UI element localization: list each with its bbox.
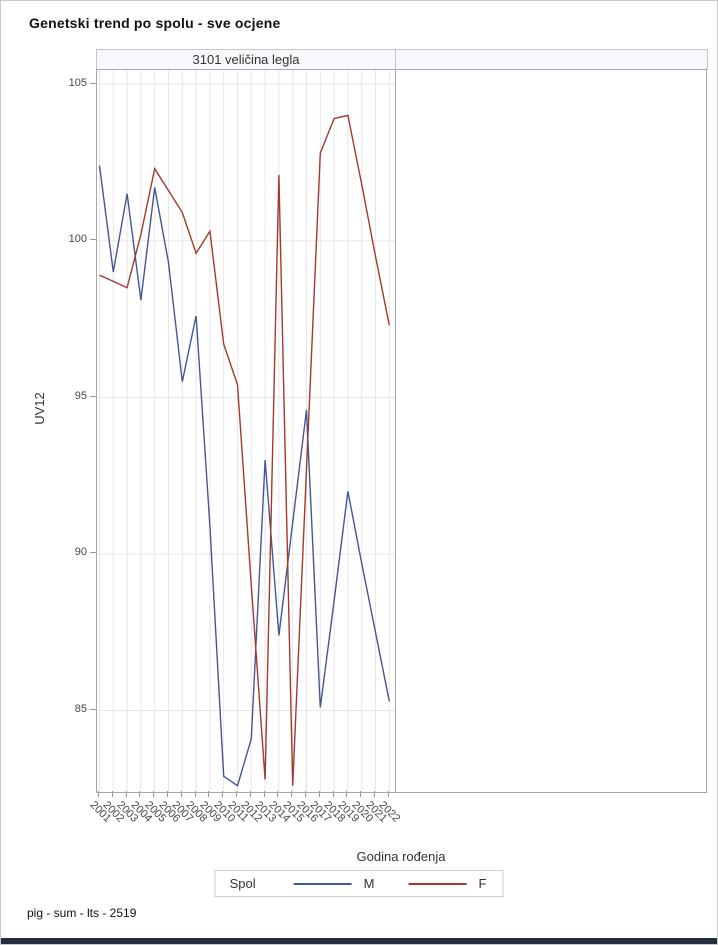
y-tick-label: 85 (74, 703, 87, 716)
x-tick-mark (167, 791, 168, 797)
y-tick-label: 100 (68, 233, 87, 246)
m-line-swatch (293, 882, 352, 885)
empty-panel-cell (395, 69, 707, 793)
panel-header-label: 3101 veličina legla (192, 52, 300, 67)
x-tick-mark (194, 791, 196, 797)
x-tick-mark (360, 791, 362, 797)
x-tick-mark (222, 791, 224, 797)
x-tick-mark (139, 791, 141, 797)
y-tick-mark (90, 552, 96, 554)
x-tick-mark (153, 791, 155, 797)
legend-label-m: M (363, 876, 375, 891)
plot-area (96, 69, 396, 793)
x-tick-mark (318, 791, 320, 797)
x-tick-mark (208, 791, 210, 797)
x-tick-mark (277, 791, 279, 797)
chart-title: Genetski trend po spolu - sve ocjene (29, 15, 281, 31)
x-tick-mark (111, 791, 113, 797)
y-tick-label: 95 (74, 389, 87, 402)
y-tick-mark (90, 239, 96, 241)
legend-title: Spol (229, 876, 256, 891)
y-tick-mark (90, 395, 96, 397)
x-tick-mark (387, 791, 389, 797)
panel-header-empty-cell (395, 49, 708, 70)
panel-header-cell: 3101 veličina legla (96, 49, 396, 70)
x-tick-mark (332, 791, 334, 797)
window-bottom-edge (1, 938, 717, 944)
x-tick-mark (180, 791, 182, 797)
series-line-f (99, 114, 390, 786)
legend-label-f: F (478, 876, 487, 891)
series-line-m (98, 165, 390, 787)
x-axis-title: Godina rođenja (356, 849, 446, 864)
x-tick-mark (346, 791, 348, 797)
legend-entry-f: F (408, 876, 486, 891)
y-tick-mark (90, 82, 96, 84)
x-tick-mark (249, 791, 251, 797)
legend-entry-m: M (293, 876, 375, 891)
x-tick-mark (125, 791, 127, 797)
y-tick-mark (90, 709, 96, 711)
x-tick-mark (236, 791, 237, 797)
y-tick-label: 90 (74, 546, 87, 559)
trend-line-chart (97, 70, 395, 792)
y-axis-title: UV12 (31, 392, 47, 425)
footer-note: pig - sum - lts - 2519 (27, 906, 137, 920)
legend: Spol M F (214, 870, 504, 897)
x-tick-mark (98, 791, 99, 797)
x-tick-mark (374, 791, 375, 797)
y-tick-label: 105 (68, 76, 87, 89)
f-line-swatch (408, 882, 467, 885)
x-tick-mark (305, 791, 306, 797)
x-tick-mark (291, 791, 293, 797)
x-tick-mark (263, 791, 265, 797)
